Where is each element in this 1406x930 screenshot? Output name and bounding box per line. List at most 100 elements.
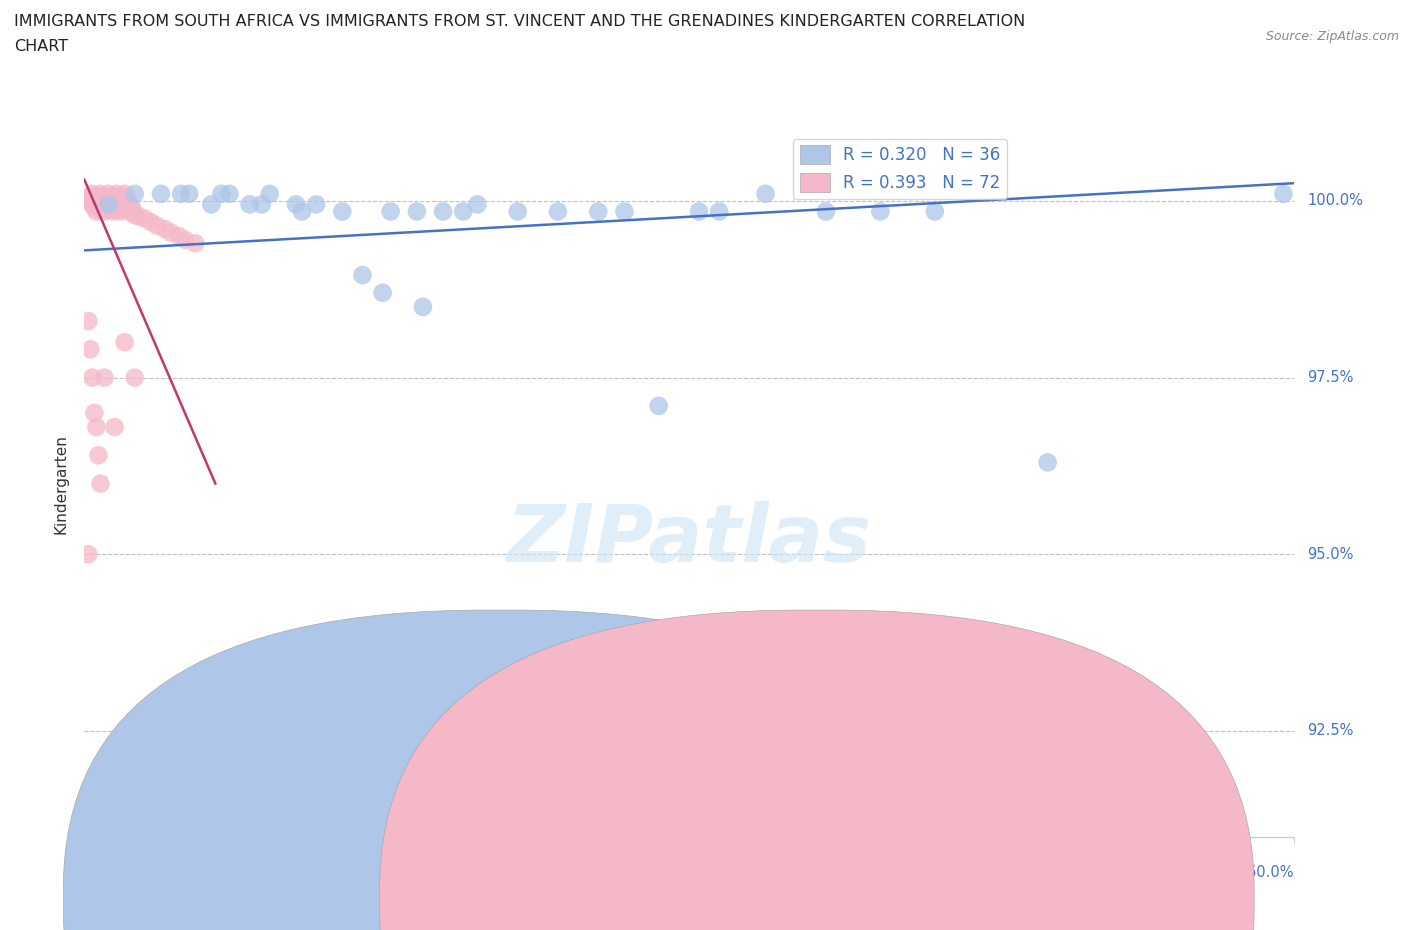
Point <box>101 204 124 219</box>
Point <box>115 201 138 216</box>
Point <box>688 204 710 219</box>
Point <box>83 201 105 216</box>
Point <box>110 204 132 219</box>
Point <box>467 197 489 212</box>
Point <box>100 190 122 205</box>
Point <box>371 286 394 300</box>
Point <box>451 204 474 219</box>
Point <box>118 204 141 219</box>
Point <box>97 202 120 217</box>
Point <box>86 204 108 219</box>
Point <box>330 204 353 219</box>
Text: Immigrants from South Africa: Immigrants from South Africa <box>534 891 740 906</box>
Text: ZIPatlas: ZIPatlas <box>506 501 872 579</box>
Point <box>83 405 105 420</box>
Point <box>250 197 273 212</box>
Point <box>118 195 141 210</box>
Point <box>814 204 837 219</box>
Point <box>174 232 197 247</box>
Point <box>89 197 111 212</box>
Point <box>647 398 671 413</box>
Point <box>91 190 114 205</box>
Point <box>77 547 100 562</box>
Point <box>128 209 150 224</box>
Point <box>139 215 162 230</box>
Point <box>93 204 115 219</box>
Point <box>105 186 128 201</box>
Point <box>284 197 308 212</box>
Text: IMMIGRANTS FROM SOUTH AFRICA VS IMMIGRANTS FROM ST. VINCENT AND THE GRENADINES K: IMMIGRANTS FROM SOUTH AFRICA VS IMMIGRAN… <box>14 14 1025 29</box>
Point <box>380 204 402 219</box>
Point <box>93 370 115 385</box>
Point <box>89 186 111 201</box>
Point <box>291 204 314 219</box>
Point <box>114 335 136 350</box>
Point <box>259 186 281 201</box>
Point <box>120 198 142 213</box>
Text: 60.0%: 60.0% <box>1247 865 1294 881</box>
Point <box>97 186 120 201</box>
Text: CHART: CHART <box>14 39 67 54</box>
Text: 92.5%: 92.5% <box>1308 724 1354 738</box>
Point <box>179 186 201 201</box>
Point <box>924 204 946 219</box>
Point <box>1036 455 1059 470</box>
Point <box>352 268 374 283</box>
Point <box>754 186 776 201</box>
Point <box>96 195 118 210</box>
Point <box>709 204 731 219</box>
Point <box>79 342 101 357</box>
Point <box>146 219 169 233</box>
Point <box>79 195 101 210</box>
Point <box>170 186 193 201</box>
Point <box>149 186 172 201</box>
Point <box>82 197 104 212</box>
Point <box>86 195 108 210</box>
Text: Source: ZipAtlas.com: Source: ZipAtlas.com <box>1265 30 1399 43</box>
Point <box>153 221 176 236</box>
Point <box>101 190 124 205</box>
Point <box>121 202 143 217</box>
Y-axis label: Kindergarten: Kindergarten <box>53 433 69 534</box>
Text: 97.5%: 97.5% <box>1308 370 1354 385</box>
Point <box>114 202 136 217</box>
Point <box>97 197 120 212</box>
Point <box>200 197 222 212</box>
Point <box>77 313 100 328</box>
Point <box>547 204 569 219</box>
Point <box>77 190 100 205</box>
Point <box>82 186 104 201</box>
Point <box>124 186 146 201</box>
Point <box>305 197 328 212</box>
Point <box>114 186 136 201</box>
Point <box>100 201 122 216</box>
Point <box>110 195 132 210</box>
Point <box>110 190 132 205</box>
Text: Immigrants from St. Vincent and the Grenadines: Immigrants from St. Vincent and the Gren… <box>844 891 1181 906</box>
Point <box>83 190 105 205</box>
Text: 0.0%: 0.0% <box>84 865 121 881</box>
Point <box>97 197 120 212</box>
Point <box>1272 186 1295 201</box>
Point <box>86 419 108 434</box>
Point <box>107 201 129 216</box>
Point <box>506 204 529 219</box>
Point <box>184 236 207 251</box>
Point <box>167 229 190 244</box>
Point <box>104 195 127 210</box>
Point <box>406 204 429 219</box>
Point <box>104 419 127 434</box>
Point <box>87 448 110 463</box>
Point <box>93 195 115 210</box>
Point <box>87 195 110 210</box>
Point <box>89 202 111 217</box>
Point <box>104 198 127 213</box>
Point <box>107 190 129 205</box>
Point <box>209 186 232 201</box>
Point <box>869 204 891 219</box>
Point <box>89 476 111 491</box>
Point <box>91 201 114 216</box>
Point <box>134 211 156 226</box>
Text: 95.0%: 95.0% <box>1308 547 1354 562</box>
Point <box>115 190 138 205</box>
